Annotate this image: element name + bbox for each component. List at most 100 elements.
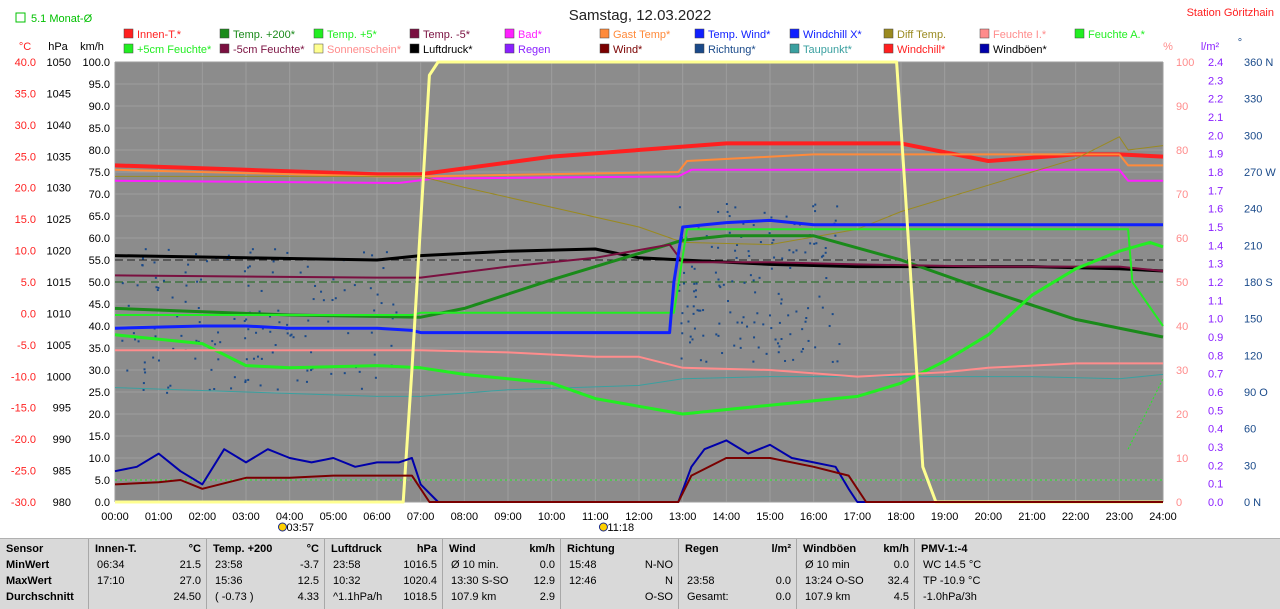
direction-point bbox=[687, 320, 690, 323]
direction-point bbox=[211, 340, 214, 343]
direction-point bbox=[778, 345, 781, 348]
rain-axis-tick-label: 0.6 bbox=[1208, 387, 1223, 399]
direction-point bbox=[780, 302, 783, 305]
wind-axis-tick-label: 95.0 bbox=[89, 79, 110, 91]
legend-label: -5cm Feuchte* bbox=[233, 44, 305, 56]
summary-column: Innen-T. °C 06:34 21.5 17:10 27.0 24.50 bbox=[88, 539, 207, 609]
wind-axis-tick-label: 20.0 bbox=[89, 409, 110, 421]
series-line bbox=[114, 457, 1163, 503]
direction-axis-tick-label: 330 bbox=[1244, 94, 1262, 106]
direction-point bbox=[249, 251, 252, 254]
summary-column-title: Wind bbox=[449, 543, 476, 555]
direction-point bbox=[376, 293, 379, 296]
x-tick-label: 16:00 bbox=[800, 511, 828, 523]
humidity-axis-tick-label: 60 bbox=[1176, 233, 1188, 245]
legend-label: Regen bbox=[518, 44, 550, 56]
summary-cell-value: 0.0 bbox=[775, 575, 791, 587]
direction-point bbox=[792, 251, 795, 254]
summary-cell-time: 06:34 bbox=[97, 559, 125, 571]
x-tick-label: 09:00 bbox=[494, 511, 522, 523]
direction-point bbox=[233, 317, 236, 320]
direction-point bbox=[157, 359, 160, 362]
direction-point bbox=[169, 384, 172, 387]
direction-point bbox=[143, 361, 146, 364]
direction-point bbox=[132, 332, 135, 335]
direction-point bbox=[310, 351, 313, 354]
series-line bbox=[114, 240, 1164, 416]
summary-column-title: Temp. +200 bbox=[213, 543, 273, 555]
x-tick-label: 18:00 bbox=[887, 511, 915, 523]
legend-label: Temp. -5* bbox=[423, 29, 471, 41]
summary-row: 15:36 12.5 bbox=[213, 575, 319, 591]
summary-row: 15:48 N-NO bbox=[567, 559, 673, 575]
summary-row: O-SO bbox=[567, 591, 673, 607]
direction-point bbox=[753, 336, 756, 339]
wind-axis-tick-label: 85.0 bbox=[89, 123, 110, 135]
summary-column-title: Innen-T. bbox=[95, 543, 137, 555]
legend-swatch bbox=[313, 28, 324, 39]
direction-point bbox=[770, 327, 773, 330]
direction-point bbox=[260, 357, 263, 360]
x-tick-label: 04:00 bbox=[276, 511, 304, 523]
x-tick-label: 22:00 bbox=[1062, 511, 1090, 523]
sun-marker-icon bbox=[598, 522, 608, 532]
legend-swatch bbox=[883, 43, 894, 54]
summary-cell-value: 4.5 bbox=[893, 591, 909, 603]
direction-point bbox=[731, 280, 734, 283]
direction-axis-label: ° bbox=[1238, 37, 1242, 49]
rain-axis-tick-label: 2.1 bbox=[1208, 112, 1223, 124]
summary-cell-value: 1020.4 bbox=[403, 575, 437, 587]
rain-axis-tick-label: 1.8 bbox=[1208, 167, 1223, 179]
direction-point bbox=[795, 249, 798, 252]
summary-column-unit: °C bbox=[306, 543, 319, 555]
direction-point bbox=[719, 286, 722, 289]
direction-point bbox=[278, 321, 281, 324]
direction-point bbox=[746, 325, 749, 328]
direction-point bbox=[815, 242, 818, 245]
wind-axis-tick-label: 25.0 bbox=[89, 387, 110, 399]
direction-point bbox=[777, 351, 780, 354]
direction-point bbox=[286, 251, 289, 254]
summary-cell-value: O-SO bbox=[644, 591, 673, 603]
humidity-axis-tick-label: 90 bbox=[1176, 101, 1188, 113]
rain-axis-tick-label: 0.5 bbox=[1208, 405, 1223, 417]
summary-cell-value: 12.9 bbox=[533, 575, 555, 587]
direction-point bbox=[195, 339, 198, 342]
summary-column: Windböen km/h Ø 10 min 0.0 13:24 O-SO 32.4 107… bbox=[796, 539, 915, 609]
summary-cell-time: 107.9 km bbox=[451, 591, 497, 603]
direction-point bbox=[327, 320, 330, 323]
direction-point bbox=[692, 305, 695, 308]
direction-point bbox=[728, 231, 731, 234]
rain-axis-tick-label: 1.9 bbox=[1208, 149, 1223, 161]
direction-point bbox=[747, 250, 750, 253]
direction-point bbox=[756, 312, 759, 315]
temp-axis-tick-label: 15.0 bbox=[15, 214, 36, 226]
direction-point bbox=[757, 346, 760, 349]
direction-point bbox=[717, 278, 720, 281]
direction-point bbox=[310, 369, 313, 372]
direction-point bbox=[754, 291, 757, 294]
direction-point bbox=[391, 317, 394, 320]
direction-point bbox=[725, 203, 728, 206]
legend-label: Windchill* bbox=[897, 44, 946, 56]
direction-point bbox=[742, 222, 745, 225]
direction-point bbox=[795, 310, 798, 313]
summary-row: 23:58 -3.7 bbox=[213, 559, 319, 575]
direction-point bbox=[814, 346, 817, 349]
temp-axis-label: °C bbox=[19, 41, 31, 53]
direction-point bbox=[213, 388, 216, 391]
direction-point bbox=[683, 271, 686, 274]
direction-point bbox=[271, 271, 274, 274]
summary-column-title: PMV-1:-4 bbox=[921, 543, 968, 555]
direction-point bbox=[208, 388, 211, 391]
summary-cell-value: 1018.5 bbox=[403, 591, 437, 603]
legend-swatch bbox=[599, 43, 610, 54]
summary-row: 107.9 km 2.9 bbox=[449, 591, 555, 607]
series-line bbox=[114, 243, 1164, 279]
legend-swatch bbox=[789, 28, 800, 39]
direction-point bbox=[693, 267, 696, 270]
direction-point bbox=[800, 350, 803, 353]
summary-cell-time: 12:46 bbox=[569, 575, 597, 587]
station-name: Station Göritzhain bbox=[1187, 7, 1274, 19]
legend-swatch bbox=[694, 28, 705, 39]
